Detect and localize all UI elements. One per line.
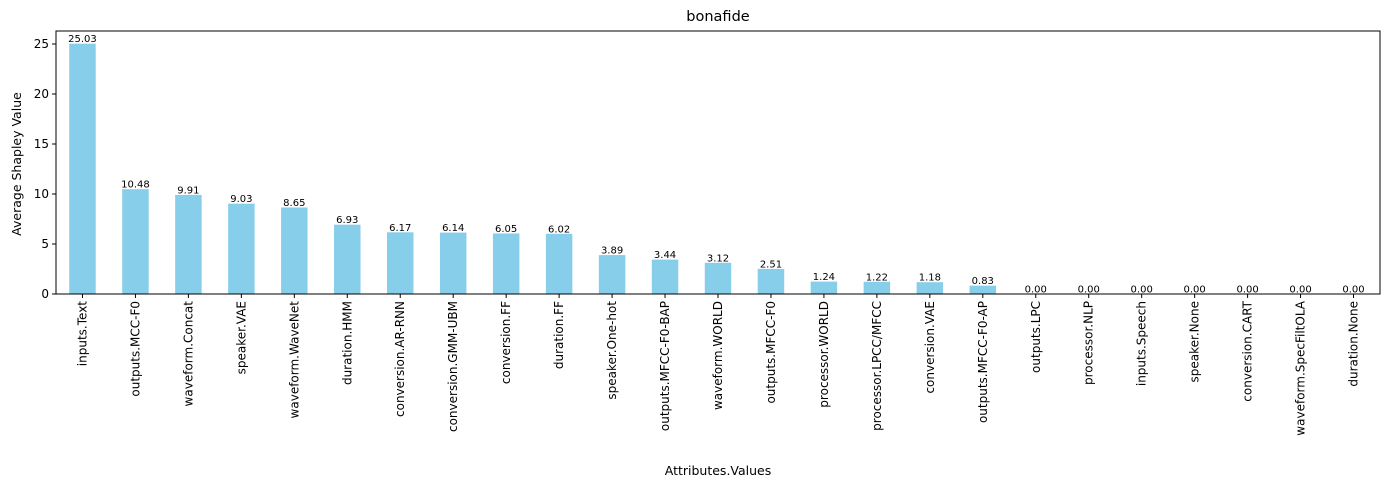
x-tick-label-1: outputs.MCC-F0 (128, 301, 142, 397)
x-tick-label-11: outputs.MFCC-F0-BAP (658, 301, 672, 431)
bar-value-label-4: 8.65 (283, 198, 305, 209)
x-tick-label-19: processor.NLP (1082, 301, 1096, 385)
bar-value-label-16: 1.18 (919, 273, 941, 284)
bar-value-label-1: 10.48 (121, 180, 150, 191)
x-tick-label-6: conversion.AR-RNN (393, 301, 407, 417)
bar-value-label-23: 0.00 (1289, 285, 1311, 296)
y-tick-label-1: 5 (41, 237, 49, 251)
plot-frame (55, 30, 1381, 295)
bar-value-label-14: 1.24 (813, 272, 835, 283)
bar-value-label-24: 0.00 (1342, 285, 1364, 296)
x-tick-label-20: inputs.Speech (1135, 301, 1149, 386)
bar-value-label-15: 1.22 (866, 272, 888, 283)
x-tick-label-13: outputs.MFCC-F0 (764, 301, 778, 404)
bar-15 (863, 281, 891, 294)
x-axis: inputs.Text outputs.MCC-F0 waveform.Concat… (75, 294, 1361, 436)
bar-value-label-2: 9.91 (177, 185, 199, 196)
bar-value-label-19: 0.00 (1078, 285, 1100, 296)
bar-value-label-11: 3.44 (654, 250, 676, 261)
bar-0 (69, 43, 96, 295)
x-tick-label-17: outputs.MFCC-F0-AP (976, 301, 990, 423)
chart-title: bonafide (686, 9, 749, 25)
bar-value-label-18: 0.00 (1025, 285, 1047, 296)
bar-4 (281, 207, 308, 294)
bar-value-label-13: 2.51 (760, 259, 782, 270)
bar-value-label-5: 6.93 (336, 215, 358, 226)
bar-value-label-0: 25.03 (68, 34, 97, 45)
bar-value-label-8: 6.05 (495, 224, 517, 235)
x-tick-label-16: conversion.VAE (923, 301, 937, 394)
bar-value-label-20: 0.00 (1131, 285, 1153, 296)
bar-value-label-9: 6.02 (548, 224, 570, 235)
bar-value-label-21: 0.00 (1184, 285, 1206, 296)
bar-value-label-17: 0.83 (972, 276, 994, 287)
x-tick-label-8: conversion.FF (499, 301, 513, 384)
x-tick-label-3: speaker.VAE (234, 301, 248, 374)
bar-value-label-7: 6.14 (442, 223, 464, 234)
bar-value-label-3: 9.03 (230, 194, 252, 205)
x-tick-label-12: waveform.WORLD (711, 301, 725, 410)
bar-value-label-22: 0.00 (1236, 285, 1258, 296)
bar-value-label-12: 3.12 (707, 253, 729, 264)
x-tick-label-2: waveform.Concat (181, 301, 195, 407)
bar-7 (439, 232, 467, 294)
y-axis: 0 5 10 15 20 25 (34, 37, 56, 301)
x-tick-label-15: processor.LPCC/MFCC (870, 301, 884, 431)
bar-8 (492, 233, 520, 294)
x-tick-label-9: duration.FF (552, 301, 566, 369)
bar-3 (228, 203, 255, 294)
bar-17 (969, 285, 997, 294)
x-tick-label-18: outputs.LPC (1029, 301, 1043, 373)
bar-12 (704, 262, 732, 294)
x-tick-label-7: conversion.GMM-UBM (446, 301, 460, 432)
bar-10 (598, 255, 626, 294)
x-tick-label-10: speaker.One-hot (605, 301, 619, 400)
bar-11 (651, 259, 679, 294)
bar-13 (757, 268, 785, 294)
bar-value-label-10: 3.89 (601, 246, 623, 257)
bar-6 (387, 232, 414, 294)
bar-14 (810, 281, 838, 294)
bar-9 (545, 233, 573, 294)
y-tick-label-0: 0 (41, 287, 49, 301)
bars-group (69, 43, 997, 295)
x-tick-label-24: duration.None (1347, 301, 1361, 387)
bar-5 (334, 224, 361, 294)
x-tick-label-22: conversion.CART (1241, 300, 1255, 401)
x-tick-label-4: waveform.WaveNet (287, 301, 301, 419)
x-tick-label-14: processor.WORLD (817, 301, 831, 408)
bar-value-label-6: 6.17 (389, 223, 411, 234)
x-tick-label-23: waveform.SpecFiltOLA (1294, 300, 1308, 435)
data-labels-group: 25.03 10.48 9.91 9.03 8.65 6.93 6.17 6.14 6.05 6.… (68, 34, 1364, 295)
x-tick-label-21: speaker.None (1188, 301, 1202, 382)
x-axis-label: Attributes.Values (665, 463, 772, 478)
x-tick-label-0: inputs.Text (75, 301, 89, 366)
bar-16 (916, 282, 944, 294)
y-tick-label-5: 25 (34, 37, 49, 51)
y-axis-label: Average Shapley Value (9, 92, 24, 236)
bar-1 (122, 189, 149, 294)
bar-2 (175, 194, 202, 294)
y-tick-label-3: 15 (34, 137, 49, 151)
y-tick-label-2: 10 (34, 187, 49, 201)
y-tick-label-4: 20 (34, 87, 49, 101)
x-tick-label-5: duration.HMM (340, 301, 354, 385)
